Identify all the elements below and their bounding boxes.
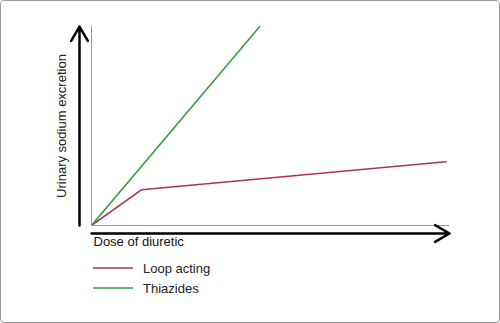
svg-text:Urinary sodium excretion: Urinary sodium excretion	[54, 54, 69, 198]
html-text:Loop acting: Loop acting	[143, 260, 211, 276]
html-text:Thiazides: Thiazides	[143, 280, 199, 296]
svg-text:Dose of diuretic: Dose of diuretic	[94, 234, 185, 249]
